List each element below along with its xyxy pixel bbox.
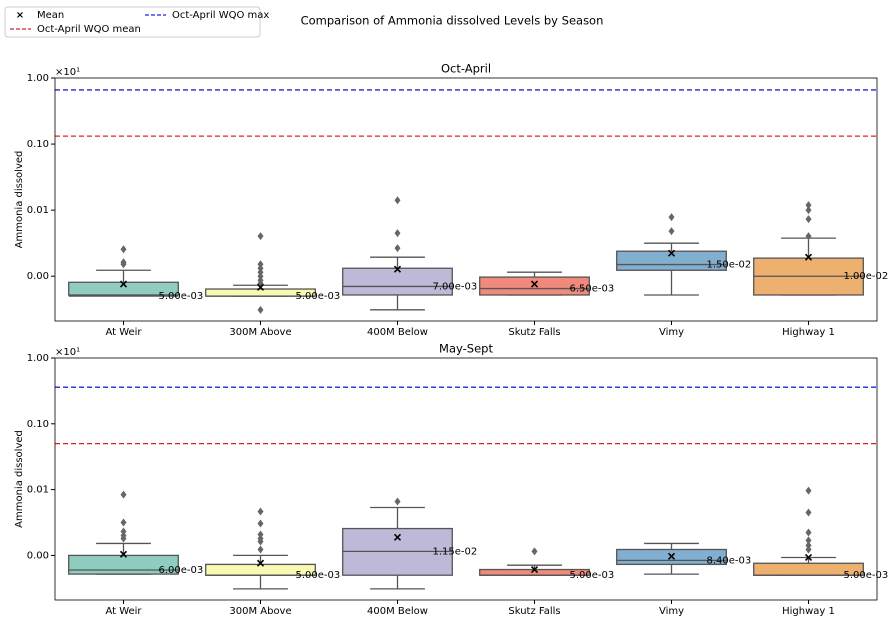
y-tick-label: 1.00 [27,73,49,84]
legend-label: Mean [37,10,64,21]
outlier [120,260,127,269]
mean-marker [119,550,128,558]
y-axis-label: Ammonia dissolved [14,430,25,528]
offset-text: ×10¹ [55,347,80,358]
x-tick-label: Vimy [659,606,684,617]
outlier [805,536,812,545]
outlier [257,545,264,554]
plot-frame [54,357,878,601]
mean-marker [667,552,676,560]
outlier [668,213,675,222]
mean-marker [530,280,539,288]
outlier [394,196,401,205]
mean-marker [256,559,265,567]
outlier [257,232,264,241]
y-tick-label: 0.10 [27,419,49,430]
offset-text: ×10¹ [55,67,80,78]
legend-label: Oct-April WQO max [172,10,269,21]
y-tick-label: 0.01 [27,205,49,216]
box [616,250,727,271]
outlier [805,206,812,215]
outlier [257,260,264,269]
x-tick-label: Highway 1 [782,327,835,338]
mean-marker [393,265,402,273]
outlier [805,508,812,517]
mean-marker [804,253,813,261]
median-label: 6.50e-03 [570,284,615,295]
mean-marker [530,565,539,574]
outlier [394,497,401,506]
median-label: 5.00e-03 [844,570,889,581]
mean-marker [804,553,813,562]
outlier [257,519,264,528]
median-label: 1.15e-02 [433,546,478,557]
median-label: 6.00e-03 [159,565,204,576]
figure-title: Comparison of Ammonia dissolved Levels b… [301,14,604,28]
mean-marker [393,533,402,541]
x-tick-label: At Weir [105,327,142,338]
outlier [805,486,812,495]
y-tick-label: 1.00 [27,353,49,364]
median-label: 5.00e-03 [296,291,341,302]
x-tick-label: 400M Below [367,606,428,617]
outlier [805,541,812,550]
mean-marker [667,249,676,257]
y-tick-label: 0.01 [27,485,49,496]
x-tick-label: Skutz Falls [508,606,560,617]
box [342,267,453,296]
outlier [668,227,675,236]
x-tick-label: Vimy [659,327,684,338]
y-tick-label: 0.10 [27,139,49,150]
x-tick-label: Highway 1 [782,606,835,617]
box [479,276,590,296]
median-label: 1.50e-02 [707,260,752,271]
outlier [805,215,812,224]
median-label: 8.40e-03 [707,555,752,566]
outlier [394,244,401,253]
y-axis-label: Ammonia dissolved [14,151,25,249]
median-label: 5.00e-03 [159,291,204,302]
outlier [805,545,812,554]
outlier [805,528,812,537]
outlier [120,534,127,543]
x-tick-label: 300M Above [229,327,291,338]
panel-title: Oct-April [441,62,491,76]
outlier [257,537,264,546]
panel-title: May-Sept [439,342,493,356]
outlier [257,268,264,277]
outlier [805,201,812,210]
outlier [120,245,127,254]
outlier [257,305,264,314]
plot-frame [54,77,878,322]
median-label: 7.00e-03 [433,281,478,292]
outlier [257,507,264,516]
x-tick-label: 400M Below [367,327,428,338]
legend-box [4,6,261,38]
y-tick-label: 0.00 [27,550,49,561]
x-tick-label: Skutz Falls [508,327,560,338]
outlier [394,229,401,238]
outlier [120,518,127,527]
median-label: 5.00e-03 [570,570,615,581]
box [68,281,179,296]
outlier [531,547,538,556]
mean-marker [119,280,128,288]
median-label: 1.00e-02 [844,271,889,282]
x-tick-label: 300M Above [229,606,291,617]
outlier [120,490,127,499]
outlier [805,232,812,241]
median-label: 5.00e-03 [296,570,341,581]
mean-marker [256,283,265,291]
y-tick-label: 0.00 [27,271,49,282]
legend-marker: × [16,10,24,21]
x-tick-label: At Weir [105,606,142,617]
legend-label: Oct-April WQO mean [37,24,141,35]
